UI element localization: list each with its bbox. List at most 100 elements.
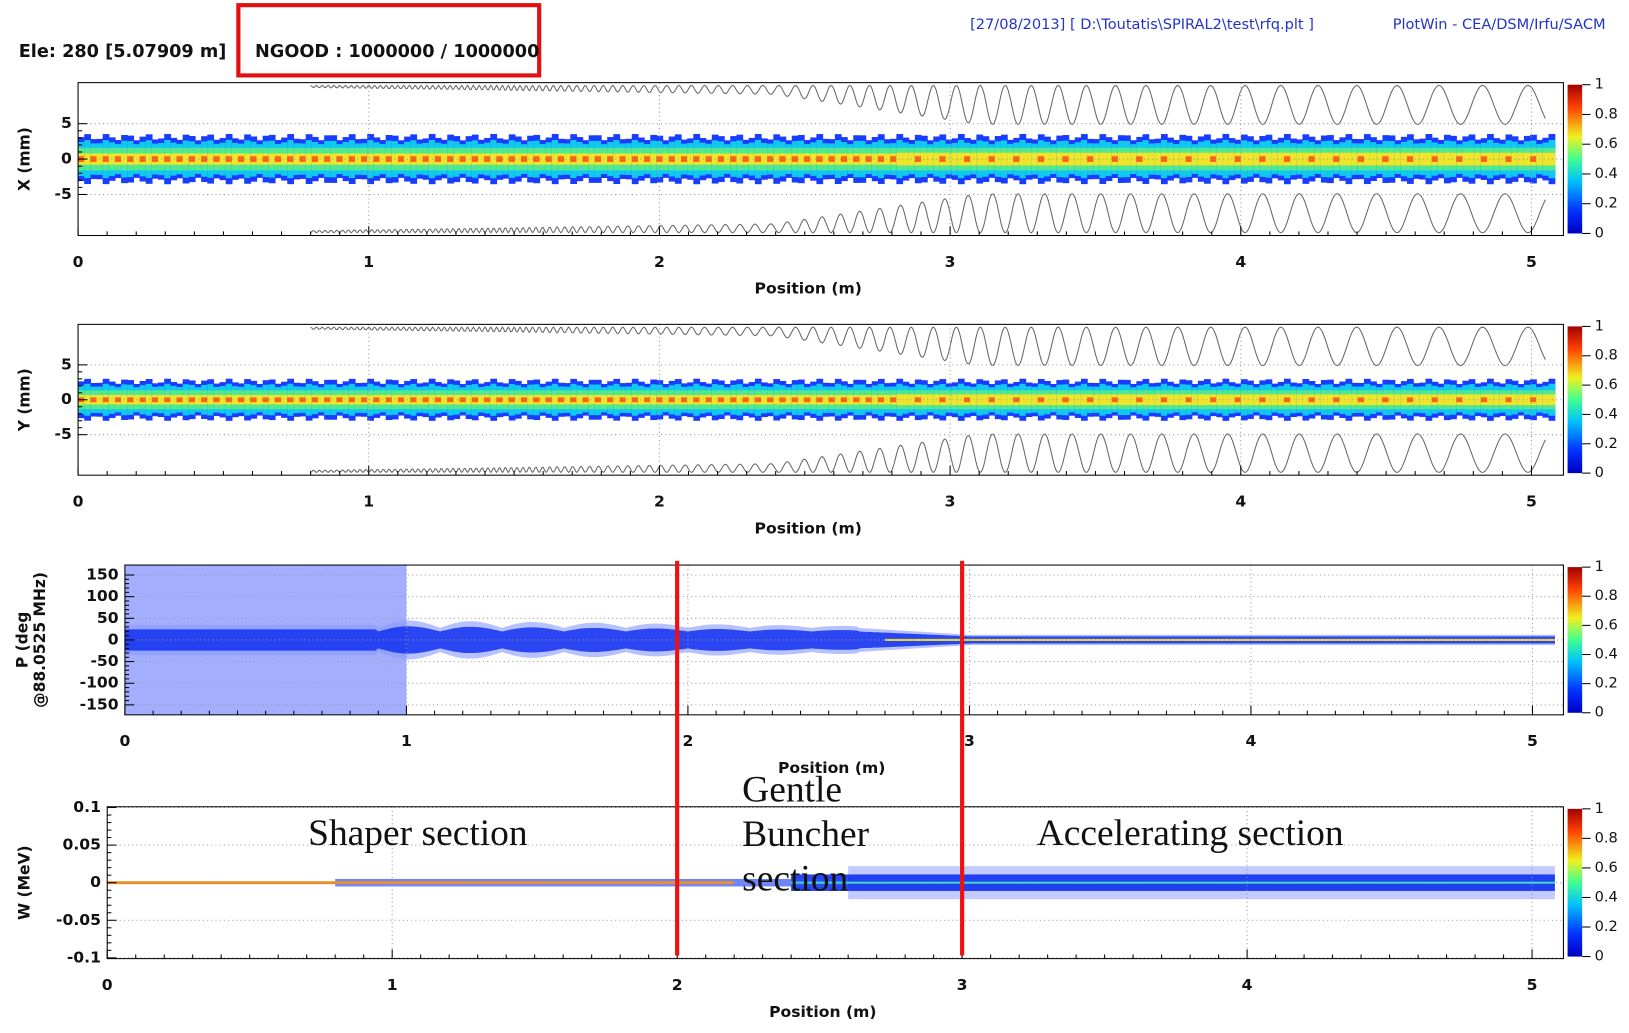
density-cell <box>1320 152 1328 166</box>
density-cell <box>644 156 651 162</box>
density-cell <box>1437 152 1445 166</box>
density-cell <box>1283 397 1291 403</box>
density-cell <box>1283 156 1291 162</box>
density-cell <box>293 153 301 165</box>
colorbar-tick-label: 1 <box>1595 801 1604 817</box>
density-cell <box>502 395 510 405</box>
density-cell <box>1234 397 1242 403</box>
y-axis-label: Y (mm) <box>15 368 33 432</box>
density-cell <box>613 153 621 165</box>
density-cell <box>822 153 830 165</box>
density-cell <box>471 156 479 162</box>
density-cell <box>453 395 461 405</box>
colorbar-tick-label: 0 <box>1595 949 1604 965</box>
density-cell <box>1493 394 1500 406</box>
colorbar-tick-label: 0.8 <box>1595 106 1618 122</box>
density-cell <box>484 397 491 403</box>
plot-frame <box>106 806 1564 960</box>
density-cell <box>619 397 627 403</box>
y-tick-label: 5 <box>61 114 72 132</box>
density-cell <box>1468 394 1476 406</box>
density-cell <box>594 397 602 403</box>
density-cell <box>551 395 559 405</box>
density-cell <box>927 152 934 166</box>
density-cell <box>619 156 627 162</box>
density-cell <box>1327 152 1334 166</box>
density-cell <box>908 394 916 406</box>
density-cell <box>502 153 510 165</box>
density-cell <box>305 153 313 165</box>
density-cell <box>527 395 534 405</box>
density-cell <box>1179 152 1187 166</box>
density-cell <box>681 156 688 162</box>
x-tick-label: 3 <box>957 976 968 994</box>
density-cell <box>564 153 571 165</box>
density-cell <box>1185 397 1193 403</box>
x-tick-label: 1 <box>363 493 374 511</box>
density-cell <box>1517 152 1525 166</box>
density-cell <box>1450 152 1457 166</box>
x-tick-label: 1 <box>363 253 374 271</box>
density-cell <box>988 156 996 162</box>
density-cell <box>213 156 221 162</box>
density-cell <box>484 156 491 162</box>
density-cell <box>884 153 891 165</box>
density-cell <box>176 156 184 162</box>
density-cell <box>84 153 91 165</box>
density-cell <box>1400 394 1408 406</box>
density-cell <box>601 153 608 165</box>
density-cell <box>170 153 178 165</box>
density-cell <box>1296 394 1304 406</box>
density-cell <box>767 397 774 403</box>
density-cell <box>1167 152 1174 166</box>
density-cell <box>785 153 793 165</box>
x-tick-label: 0 <box>73 493 84 511</box>
x-tick-label: 5 <box>1527 976 1538 994</box>
density-cell <box>822 395 830 405</box>
density-cell <box>182 395 190 405</box>
density-cell <box>188 156 196 162</box>
density-cell <box>742 156 750 162</box>
density-cell <box>293 395 301 405</box>
density-cell <box>1044 394 1051 406</box>
density-cell <box>311 397 319 403</box>
x-tick-label: 0 <box>73 253 84 271</box>
colorbar-tick-label: 0.6 <box>1595 136 1618 152</box>
density-cell <box>896 394 904 406</box>
density-cell <box>976 152 984 166</box>
density-map <box>78 326 1556 474</box>
colorbar <box>1567 326 1583 474</box>
x-tick-label: 2 <box>672 976 683 994</box>
density-cell <box>182 153 190 165</box>
density-cell <box>102 156 110 162</box>
density-cell <box>1173 152 1181 166</box>
density-cell <box>914 397 922 403</box>
density-cell <box>354 153 362 165</box>
density-cell <box>668 397 676 403</box>
density-cell <box>324 156 331 162</box>
colorbar-tick-label: 0.6 <box>1595 377 1618 393</box>
y-axis-label: @88.0525 MHz) <box>31 572 49 708</box>
density-cell <box>268 153 276 165</box>
x-tick-label: 4 <box>1235 253 1246 271</box>
density-cell <box>1007 394 1014 406</box>
density-cell <box>354 395 362 405</box>
density-cell <box>318 153 325 165</box>
density-cell <box>754 397 762 403</box>
y-tick-label: 50 <box>97 609 119 627</box>
density-cell <box>1013 397 1021 403</box>
density-cell <box>1462 152 1470 166</box>
density-cell <box>231 395 239 405</box>
colorbar-tick-label: 0.8 <box>1595 348 1618 364</box>
density-cell <box>465 395 473 405</box>
density-cell <box>170 395 178 405</box>
density-cell <box>1277 152 1285 166</box>
density-cell <box>1271 394 1279 406</box>
density-cell <box>779 156 787 162</box>
density-cell <box>810 395 818 405</box>
density-cell <box>754 156 762 162</box>
density-cell <box>1056 152 1064 166</box>
highlight-box <box>236 3 542 78</box>
density-cell <box>724 153 731 165</box>
colorbar <box>1567 567 1583 713</box>
